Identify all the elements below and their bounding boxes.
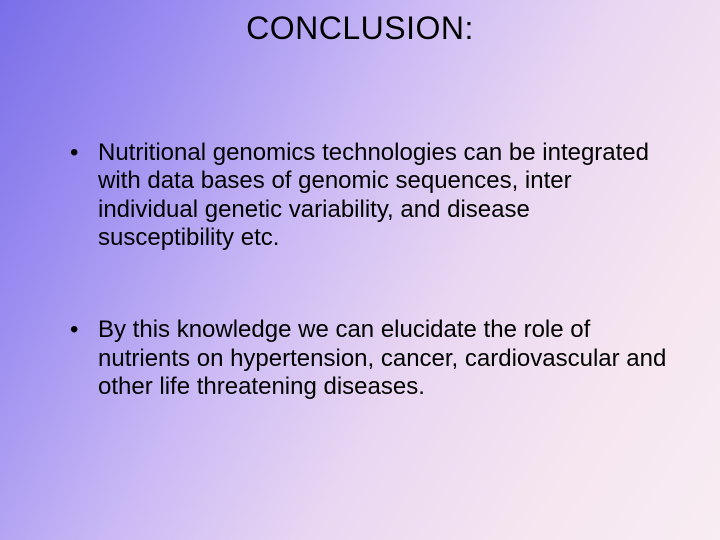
slide-title: CONCLUSION: (0, 0, 720, 47)
bullet-list: Nutritional genomics technologies can be… (0, 139, 720, 401)
bullet-item: Nutritional genomics technologies can be… (70, 139, 670, 252)
slide: CONCLUSION: Nutritional genomics technol… (0, 0, 720, 540)
bullet-item: By this knowledge we can elucidate the r… (70, 316, 670, 401)
